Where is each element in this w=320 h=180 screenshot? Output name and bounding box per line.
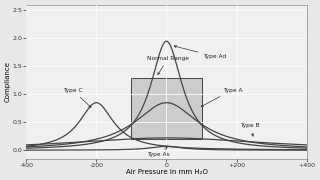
Text: Type As: Type As: [147, 147, 170, 157]
Text: Type C: Type C: [63, 87, 91, 107]
Text: Type Ad: Type Ad: [174, 46, 226, 59]
Text: Type B: Type B: [240, 123, 260, 136]
Text: Normal Range: Normal Range: [147, 56, 189, 75]
Text: Type A: Type A: [201, 87, 242, 107]
X-axis label: Air Pressure in mm H₂O: Air Pressure in mm H₂O: [125, 169, 207, 175]
Bar: [132, 78, 202, 139]
Y-axis label: Compliance: Compliance: [5, 61, 11, 102]
